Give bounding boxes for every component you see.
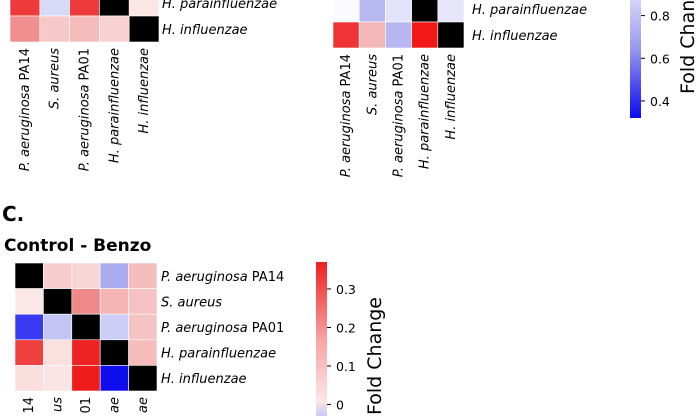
heatmap-cell bbox=[9, 0, 41, 17]
heatmap-cell bbox=[128, 313, 158, 341]
row-label: H. parainfluenzae bbox=[161, 347, 276, 362]
heatmap-cell bbox=[437, 0, 465, 23]
heatmap-cell bbox=[411, 21, 439, 49]
heatmap-cell bbox=[385, 21, 412, 49]
heatmap-cell bbox=[99, 0, 130, 17]
column-label: us bbox=[51, 397, 66, 412]
column-label: S. aureus bbox=[48, 48, 63, 109]
heatmap-cell bbox=[332, 21, 360, 49]
heatmap-cell bbox=[43, 365, 73, 392]
heatmap-cell bbox=[14, 288, 44, 315]
heatmap-panel-b: H. parainfluenzae H. influenzae P. aerugin… bbox=[332, 0, 699, 177]
heatmap-cell bbox=[128, 262, 158, 289]
row-label: P. aeruginosa PA01 bbox=[161, 321, 284, 336]
heatmap-cell bbox=[99, 288, 129, 315]
heatmap-cell bbox=[99, 313, 129, 341]
column-label: 01 bbox=[79, 397, 94, 414]
column-label: P. aeruginosa PA01 bbox=[392, 54, 407, 177]
heatmap-cell bbox=[128, 365, 158, 392]
heatmap-cell bbox=[14, 262, 44, 289]
column-label: P. aeruginosa PA01 bbox=[78, 48, 93, 171]
row-label: H. influenzae bbox=[161, 372, 247, 387]
heatmap-cell bbox=[39, 15, 70, 43]
column-label: S. aureus bbox=[365, 54, 380, 115]
heatmap-cell bbox=[71, 365, 101, 392]
heatmap-cell bbox=[385, 0, 412, 23]
row-label: H. influenzae bbox=[472, 29, 558, 44]
heatmap-cell bbox=[39, 0, 70, 17]
heatmap-cell bbox=[358, 21, 386, 49]
colorbar-tick-label: 0.2 bbox=[336, 320, 356, 335]
heatmap-cell bbox=[99, 365, 129, 392]
heatmap-cell bbox=[437, 21, 465, 49]
column-label: ae bbox=[107, 397, 122, 413]
heatmap-cell bbox=[332, 0, 360, 23]
heatmap-cell bbox=[128, 0, 160, 17]
heatmap-cell bbox=[69, 0, 100, 17]
column-label: P. aeruginosa PA14 bbox=[18, 48, 33, 171]
column-label: H. parainfluenzae bbox=[107, 48, 122, 163]
heatmap-cell bbox=[71, 262, 101, 289]
column-label: H. influenzae bbox=[137, 48, 152, 134]
panel-title: Control - Benzo bbox=[4, 236, 151, 256]
heatmap-cell bbox=[14, 313, 44, 341]
heatmap-cell bbox=[71, 288, 101, 315]
heatmap-cell bbox=[69, 15, 100, 43]
row-label: S. aureus bbox=[161, 295, 222, 310]
colorbar-tick-label: 0 bbox=[336, 397, 344, 412]
colorbar-tick-label: 0.6 bbox=[650, 51, 670, 66]
colorbar-tick-label: 0.1 bbox=[336, 359, 356, 374]
heatmap-cell bbox=[411, 0, 439, 23]
column-label: H. parainfluenzae bbox=[418, 54, 433, 169]
heatmap-panel-c: P. aeruginosa PA14 S. aureus P. aeruginosa… bbox=[2, 202, 386, 416]
heatmap-cell bbox=[99, 15, 130, 43]
colorbar-tick-label: 0.4 bbox=[650, 94, 670, 109]
row-label: H. influenzae bbox=[162, 23, 248, 38]
column-label: 14 bbox=[22, 397, 37, 414]
heatmap-cell bbox=[43, 288, 73, 315]
heatmap-cell bbox=[99, 262, 129, 289]
row-label: P. aeruginosa PA14 bbox=[161, 270, 284, 285]
heatmap-cell bbox=[43, 339, 73, 366]
heatmap-cell bbox=[99, 339, 129, 366]
row-label: H. parainfluenzae bbox=[162, 0, 277, 12]
colorbar-tick-label: 0.8 bbox=[650, 9, 670, 24]
heatmap-cell bbox=[43, 262, 73, 289]
heatmap-cell bbox=[14, 339, 44, 366]
column-label: P. aeruginosa PA14 bbox=[339, 54, 354, 177]
colorbar bbox=[316, 262, 327, 416]
colorbar-tick-label: 0.3 bbox=[336, 282, 356, 297]
column-label: H. influenzae bbox=[444, 54, 459, 140]
heatmap-cell bbox=[358, 0, 386, 23]
heatmap-cell bbox=[128, 15, 160, 43]
heatmap-cell bbox=[128, 339, 158, 366]
heatmap-cell bbox=[128, 288, 158, 315]
heatmap-cell bbox=[43, 313, 73, 341]
row-label: H. parainfluenzae bbox=[472, 3, 587, 18]
panel-letter: C. bbox=[2, 202, 24, 226]
heatmap-panel-a: H. parainfluenzae H. influenzae P. aerugin… bbox=[9, 0, 277, 171]
heatmap-cell bbox=[71, 313, 101, 341]
heatmap-cell bbox=[71, 339, 101, 366]
heatmap-cell bbox=[9, 15, 41, 43]
colorbar-title: Fold Change bbox=[677, 0, 699, 94]
colorbar bbox=[630, 0, 641, 118]
colorbar-title: Fold Change bbox=[364, 297, 386, 415]
column-label: ae bbox=[136, 397, 151, 413]
heatmap-cell bbox=[14, 365, 44, 392]
